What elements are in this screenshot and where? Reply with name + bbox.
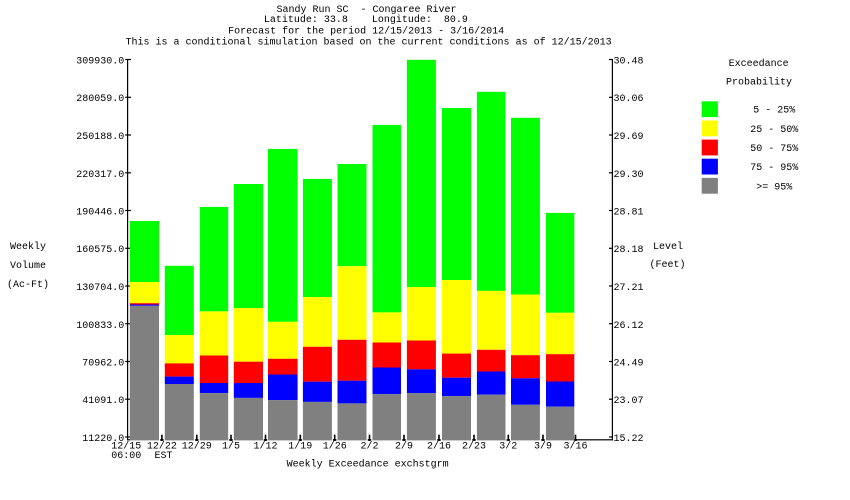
svg-text:15.22: 15.22 (614, 434, 644, 445)
svg-text:12/15: 12/15 (111, 440, 141, 452)
svg-text:29.30: 29.30 (614, 170, 644, 181)
svg-text:5 - 25%: 5 - 25% (753, 106, 795, 117)
svg-text:Weekly Exceedance exchstgrm: Weekly Exceedance exchstgrm (287, 458, 449, 470)
svg-text:12/29: 12/29 (182, 440, 212, 452)
svg-text:Probability: Probability (726, 77, 792, 89)
svg-text:Forecast for the period 12/15/: Forecast for the period 12/15/2013 - 3/1… (228, 26, 504, 38)
svg-text:2/2: 2/2 (360, 440, 378, 452)
svg-text:28.18: 28.18 (614, 245, 644, 256)
svg-text:250188.0: 250188.0 (76, 132, 124, 143)
svg-text:3/16: 3/16 (563, 440, 587, 452)
svg-text:Level: Level (653, 241, 683, 253)
svg-text:1/12: 1/12 (253, 440, 277, 452)
svg-text:2/9: 2/9 (395, 440, 413, 452)
svg-text:Latitude: 33.8 Longitude:: Latitude: 33.8 Longitude: 80.9 (264, 14, 468, 26)
svg-text:EST: EST (154, 451, 172, 462)
svg-text:This is a conditional simulati: This is a conditional simulation based o… (126, 37, 612, 49)
svg-text:220317.0: 220317.0 (76, 170, 124, 181)
svg-text:26.12: 26.12 (614, 321, 644, 332)
svg-text:27.21: 27.21 (614, 283, 644, 294)
svg-text:12/22: 12/22 (147, 440, 177, 452)
svg-text:160575.0: 160575.0 (76, 245, 124, 256)
svg-text:190446.0: 190446.0 (76, 208, 124, 219)
svg-text:>= 95%: >= 95% (756, 182, 792, 193)
svg-text:2/16: 2/16 (427, 440, 451, 452)
svg-text:24.49: 24.49 (614, 359, 644, 370)
svg-text:06:00: 06:00 (111, 451, 141, 462)
svg-text:25 - 50%: 25 - 50% (750, 125, 798, 136)
svg-text:Volume: Volume (10, 260, 46, 272)
svg-text:3/9: 3/9 (534, 440, 552, 452)
svg-text:11220.0: 11220.0 (82, 434, 124, 445)
svg-text:(Ac-Ft): (Ac-Ft) (7, 279, 49, 291)
svg-text:Exceedance: Exceedance (729, 58, 789, 70)
svg-text:75 - 95%: 75 - 95% (750, 163, 798, 174)
svg-text:1/19: 1/19 (288, 440, 312, 452)
svg-text:23.07: 23.07 (614, 396, 644, 407)
svg-text:(Feet): (Feet) (650, 259, 686, 271)
svg-text:50 - 75%: 50 - 75% (750, 144, 798, 155)
svg-text:309930.0: 309930.0 (76, 57, 124, 68)
svg-text:30.06: 30.06 (614, 94, 644, 105)
svg-text:Sandy Run SC - Congaree River: Sandy Run SC - Congaree River (277, 4, 457, 16)
svg-text:70962.0: 70962.0 (82, 359, 124, 370)
svg-text:28.81: 28.81 (614, 208, 644, 219)
svg-text:1/5: 1/5 (222, 440, 240, 452)
svg-text:2/23: 2/23 (462, 440, 486, 452)
svg-text:1/26: 1/26 (323, 440, 347, 452)
svg-text:3/2: 3/2 (499, 440, 517, 452)
svg-text:29.69: 29.69 (614, 132, 644, 143)
svg-text:130704.0: 130704.0 (76, 283, 124, 294)
svg-text:41091.0: 41091.0 (82, 396, 124, 407)
svg-text:100833.0: 100833.0 (76, 321, 124, 332)
svg-text:Weekly: Weekly (10, 241, 46, 253)
svg-text:280059.0: 280059.0 (76, 94, 124, 105)
svg-text:30.48: 30.48 (614, 57, 644, 68)
